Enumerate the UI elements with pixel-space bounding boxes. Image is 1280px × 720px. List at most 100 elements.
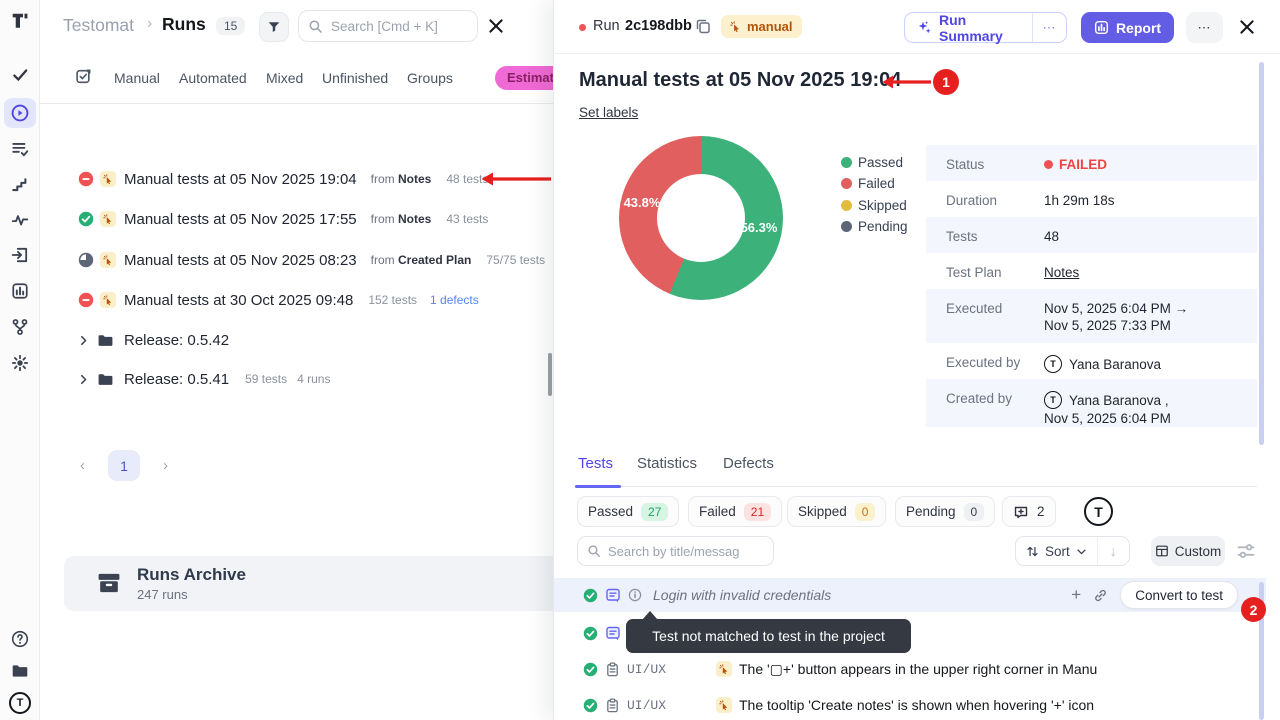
run-defects-link[interactable]: 1 defects	[430, 293, 479, 307]
chip-passed[interactable]: Passed 27	[577, 496, 680, 527]
tab-defects[interactable]: Defects	[723, 455, 774, 472]
set-labels-link[interactable]: Set labels	[579, 105, 639, 120]
close-search-icon[interactable]	[487, 17, 505, 35]
runs-nav-icon[interactable]	[11, 104, 29, 122]
run-from-label: from	[370, 172, 395, 186]
archive-title: Runs Archive	[137, 565, 246, 584]
testomat-logo[interactable]	[11, 12, 29, 30]
branches-icon[interactable]	[11, 318, 29, 336]
release-row-1[interactable]: Release: 0.5.42	[40, 320, 553, 360]
detail-scrollbar-bottom[interactable]	[1259, 582, 1264, 720]
status-partial-icon	[78, 252, 94, 268]
run-summary-more[interactable]: ⋯	[1032, 13, 1066, 42]
comment-plus-icon	[1013, 504, 1029, 520]
run-list-item-2[interactable]: Manual tests at 05 Nov 2025 17:55 from N…	[40, 199, 553, 239]
filter-button[interactable]	[259, 12, 289, 42]
manual-run-icon	[100, 171, 116, 187]
run-list-item-4[interactable]: Manual tests at 30 Oct 2025 09:48 152 te…	[40, 280, 553, 320]
test-title[interactable]: The '▢+' button appears in the upper rig…	[739, 660, 1098, 677]
left-panel-scrollbar[interactable]	[548, 353, 552, 396]
sliders-icon[interactable]	[1236, 541, 1256, 561]
reports-icon[interactable]	[11, 282, 29, 300]
convert-to-test-button[interactable]: Convert to test	[1120, 581, 1238, 609]
detail-scrollbar-top[interactable]	[1259, 62, 1264, 445]
projects-folder-icon[interactable]	[11, 662, 29, 680]
tasks-check-icon[interactable]	[11, 66, 29, 84]
tests-value: 48	[1044, 229, 1060, 244]
filter-tab-mixed[interactable]: Mixed	[266, 70, 304, 86]
run-list-item-3[interactable]: Manual tests at 05 Nov 2025 08:23 from C…	[40, 240, 553, 280]
runs-search-input[interactable]	[331, 11, 471, 41]
donut-label-passed: 56.3%	[740, 220, 778, 235]
report-button[interactable]: Report	[1081, 12, 1174, 43]
executed-range-line1: Nov 5, 2025 6:04 PM →	[1044, 301, 1189, 316]
runs-archive-card[interactable]: Runs Archive 247 runs	[64, 556, 553, 611]
runs-filter-bar: Manual Automated Mixed Unfinished Groups…	[40, 52, 553, 104]
filter-tab-automated[interactable]: Automated	[179, 70, 247, 86]
filter-tab-groups[interactable]: Groups	[407, 70, 453, 86]
tab-statistics[interactable]: Statistics	[637, 455, 698, 472]
info-row-executed-by: Executed by T Yana Baranova	[946, 355, 1162, 373]
copy-icon[interactable]	[695, 18, 711, 34]
import-run-icon[interactable]	[11, 246, 29, 264]
add-icon[interactable]: +	[1071, 585, 1082, 604]
duration-value: 1h 29m 18s	[1044, 193, 1115, 208]
breadcrumb-project[interactable]: Testomat	[63, 15, 134, 35]
pagination-next[interactable]: ›	[163, 457, 168, 474]
legend-item-pending: Pending	[841, 219, 908, 235]
help-icon[interactable]	[11, 630, 29, 648]
tab-tests[interactable]: Tests	[578, 455, 614, 472]
clipboard-icon	[605, 697, 620, 713]
chip-comments[interactable]: 2	[1002, 496, 1056, 527]
sort-direction-button[interactable]: ↓	[1096, 537, 1129, 565]
test-tag: UI/UX	[627, 697, 667, 713]
table-grid-icon	[1155, 544, 1169, 558]
test-title[interactable]: Login with invalid credentials	[653, 587, 832, 603]
filter-tab-unfinished[interactable]: Unfinished	[322, 70, 389, 86]
tests-search-input[interactable]	[608, 537, 768, 565]
manual-run-icon	[100, 292, 116, 308]
test-row-3[interactable]: UI/UX The '▢+' button appears in the upp…	[554, 652, 1266, 686]
run-from-source: Notes	[398, 172, 432, 186]
executed-by-name: Yana Baranova	[1069, 356, 1162, 372]
run-list-item-1[interactable]: Manual tests at 05 Nov 2025 19:04 from N…	[40, 159, 553, 199]
steps-icon[interactable]	[11, 176, 29, 194]
chevron-right-icon[interactable]	[78, 335, 89, 346]
status-passed-icon	[583, 662, 598, 677]
run-tests-count: 75/75 tests	[486, 253, 546, 267]
assignee-avatar[interactable]: T	[1084, 497, 1113, 526]
link-icon[interactable]	[1093, 588, 1108, 603]
filter-tab-estimate-badge[interactable]: Estimate	[495, 66, 553, 90]
sort-control[interactable]: Sort ↓	[1015, 536, 1130, 566]
settings-gear-icon[interactable]	[11, 354, 29, 372]
executed-by-avatar: T	[1044, 355, 1062, 373]
user-avatar[interactable]: T	[9, 692, 31, 714]
filter-tab-manual[interactable]: Manual	[114, 70, 160, 86]
more-actions-button[interactable]: ⋯	[1186, 12, 1223, 43]
pagination-prev[interactable]: ‹	[80, 457, 85, 474]
custom-view-button[interactable]: Custom	[1151, 536, 1225, 566]
chip-skipped[interactable]: Skipped 0	[787, 496, 887, 527]
chevron-right-icon[interactable]	[78, 374, 89, 385]
folder-icon	[97, 332, 114, 349]
test-plans-icon[interactable]	[11, 140, 29, 158]
archive-subtitle: 247 runs	[137, 587, 188, 602]
chip-pending[interactable]: Pending 0	[895, 496, 996, 527]
pulse-icon[interactable]	[11, 211, 29, 229]
chip-failed[interactable]: Failed 21	[688, 496, 783, 527]
test-row-2[interactable]	[554, 616, 1266, 650]
test-plan-link[interactable]: Notes	[1044, 265, 1080, 280]
pagination-page-1[interactable]: 1	[108, 450, 140, 481]
release-row-2[interactable]: Release: 0.5.41 59 tests 4 runs	[40, 359, 553, 399]
select-runs-icon[interactable]	[75, 68, 92, 85]
close-panel-icon[interactable]	[1238, 18, 1256, 36]
run-summary-button[interactable]: Run Summary ⋯	[904, 12, 1067, 44]
test-tag: UI/UX	[627, 661, 667, 677]
test-title[interactable]: The tooltip 'Create notes' is shown when…	[739, 697, 1095, 713]
donut-label-failed: 43.8%	[623, 195, 661, 210]
info-icon[interactable]	[628, 588, 642, 602]
test-row-1[interactable]: Login with invalid credentials + Convert…	[554, 578, 1266, 612]
test-row-4[interactable]: UI/UX The tooltip 'Create notes' is show…	[554, 688, 1266, 720]
run-tests-count: 152 tests	[368, 293, 418, 307]
